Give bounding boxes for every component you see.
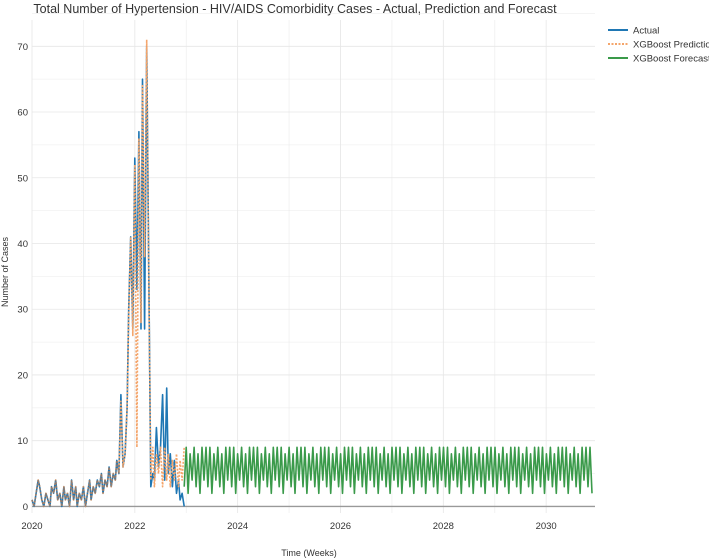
- y-tick-label: 20: [17, 370, 28, 381]
- y-tick-label: 0: [23, 502, 28, 513]
- x-tick-labels: 2020 2022 2024 2026 2028 2030: [21, 521, 556, 532]
- x-tick-label: 2024: [227, 521, 248, 532]
- y-tick-label: 50: [17, 173, 28, 184]
- x-tick-label: 2022: [124, 521, 145, 532]
- series-layer: [31, 38, 593, 508]
- y-tick-label: 60: [17, 108, 28, 119]
- x-tick-label: 2026: [330, 521, 351, 532]
- x-axis-label: Time (Weeks): [281, 548, 337, 558]
- grid: [31, 13, 595, 513]
- y-axis-label: Number of Cases: [0, 236, 10, 307]
- y-tick-label: 70: [17, 42, 28, 53]
- y-tick-labels: 0 10 20 30 40 50 60 70: [17, 42, 28, 513]
- y-tick-label: 10: [17, 436, 28, 447]
- y-tick-label: 30: [17, 305, 28, 316]
- series-overlap-line: [31, 460, 120, 507]
- legend-label: XGBoost Forecast: [633, 54, 709, 65]
- chart-title: Total Number of Hypertension - HIV/AIDS …: [33, 2, 557, 16]
- legend-label: Actual: [633, 26, 659, 37]
- legend: Actual XGBoost Prediction XGBoost Forecast: [608, 26, 709, 65]
- series-forecast-line: [183, 446, 593, 495]
- legend-label: XGBoost Prediction: [633, 40, 709, 51]
- x-tick-label: 2020: [21, 521, 42, 532]
- y-tick-label: 40: [17, 239, 28, 250]
- x-tick-label: 2030: [536, 521, 557, 532]
- x-tick-label: 2028: [433, 521, 454, 532]
